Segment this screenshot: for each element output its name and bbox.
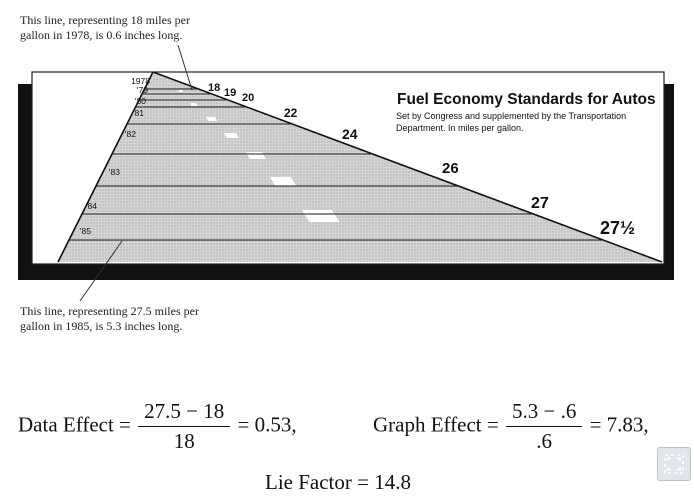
year-label: '83 — [109, 167, 120, 177]
data-effect-fraction: 27.5 − 18 18 — [138, 399, 231, 454]
data-effect-numerator: 27.5 − 18 — [138, 399, 231, 427]
graph-effect-formula: Graph Effect = 5.3 − .6 .6 = 7.83, — [373, 399, 649, 454]
road-center-dash — [224, 133, 239, 138]
lie-factor-formula: Lie Factor = 14.8 — [265, 470, 411, 494]
chart-subtitle-box: Set by Congress and supplemented by the … — [396, 111, 627, 133]
bottom-leader-line — [79, 240, 123, 302]
graph-effect-label: Graph Effect = — [373, 412, 499, 437]
data-effect-label: Data Effect = — [18, 412, 131, 437]
annotation-1978-line: This line, representing 18 miles per gal… — [20, 13, 190, 42]
road-left-edge — [57, 71, 154, 263]
road-center-dash — [178, 90, 183, 92]
mpg-value-label: 19 — [224, 87, 236, 99]
year-label: '80 — [135, 96, 146, 106]
fuel-economy-figure: 1978'79'80 '81 '82 '83 '84 '85 18 19 20 22 24 26 27 2… — [18, 44, 674, 302]
graph-effect-result: = 7.83, — [589, 412, 649, 437]
expand-icon — [664, 454, 684, 474]
year-label: 1978 — [131, 76, 150, 86]
road-center-dash — [302, 210, 340, 222]
mpg-value-label: 27 — [531, 195, 549, 212]
year-label: '84 — [86, 201, 97, 211]
road-center-dash — [270, 177, 297, 186]
year-label: '79 — [137, 85, 148, 95]
year-label: '85 — [80, 226, 91, 236]
mpg-value-label: 20 — [242, 92, 254, 104]
graph-effect-numerator: 5.3 − .6 — [505, 399, 583, 427]
data-effect-formula: Data Effect = 27.5 − 18 18 = 0.53, — [18, 399, 297, 454]
annotation-1985-line: This line, representing 27.5 miles per g… — [20, 304, 199, 333]
data-effect-result: = 0.53, — [237, 412, 297, 437]
mpg-value-label: 26 — [442, 160, 459, 177]
road-right-edge — [152, 71, 663, 263]
chart-title: Fuel Economy Standards for Autos — [397, 91, 656, 108]
chart-subtitle: Set by Congress and supplemented by the … — [396, 111, 627, 133]
year-label: '82 — [125, 129, 136, 139]
mpg-value-label: 27½ — [600, 218, 635, 238]
graph-effect-fraction: 5.3 − .6 .6 — [505, 399, 583, 454]
data-effect-denominator: 18 — [173, 429, 195, 453]
expand-image-button[interactable] — [657, 447, 691, 481]
graph-effect-denominator: .6 — [536, 429, 553, 453]
top-leader-line — [177, 44, 193, 91]
year-label: '81 — [133, 108, 144, 118]
mpg-value-label: 18 — [208, 82, 220, 94]
road-center-dash — [190, 103, 198, 106]
mpg-value-label: 24 — [342, 126, 358, 142]
road-center-dash — [206, 117, 218, 121]
mpg-value-label: 22 — [284, 106, 298, 120]
